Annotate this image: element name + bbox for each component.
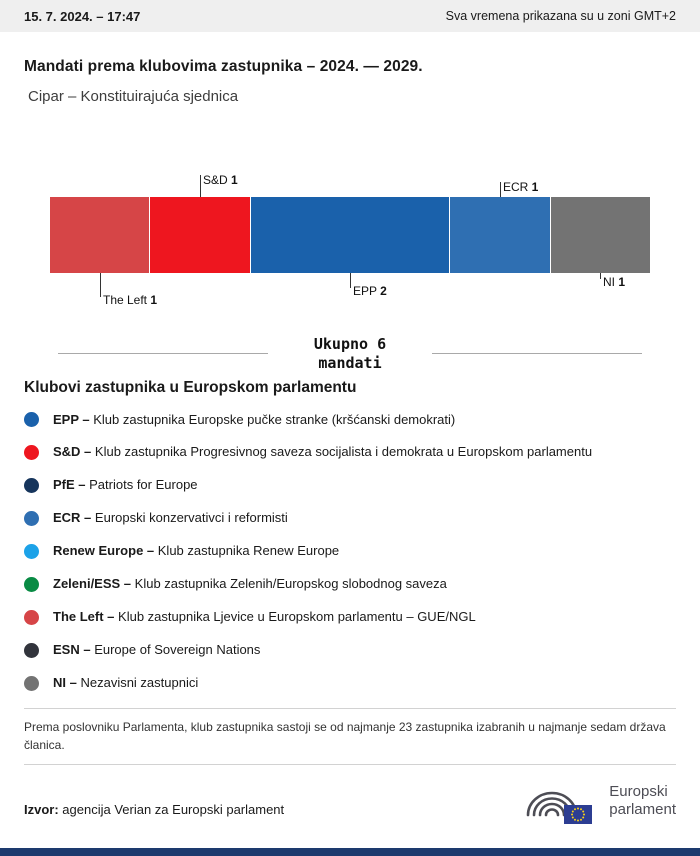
legend-group-name: S&D – — [53, 444, 92, 460]
legend-item-the-left: The Left – Klub zastupnika Ljevice u Eur… — [24, 609, 676, 626]
source-text: agencija Verian za Europski parlament — [62, 801, 285, 817]
legend-group-name: ESN – — [53, 641, 91, 657]
bar-segment-epp[interactable] — [249, 197, 450, 273]
legend-color-dot-the-left — [24, 609, 39, 625]
divider — [24, 763, 676, 765]
legend-color-dot-sd — [24, 445, 39, 461]
legend-group-name: The Left – — [53, 608, 115, 624]
legend-color-dot-renew — [24, 544, 39, 559]
bar-segment-ni[interactable] — [549, 197, 650, 273]
bar-segment-the-left[interactable] — [50, 197, 150, 273]
eu-flag-icon — [564, 804, 593, 824]
legend-item-renew: Renew Europe – Klub zastupnika Renew Eur… — [24, 543, 676, 560]
legend-group-description: Klub zastupnika Zelenih/Europskog slobod… — [134, 575, 447, 591]
callout-label-the-left: The Left 1 — [102, 293, 158, 307]
callout-line-s-d — [200, 175, 201, 197]
ep-logo-line1: Europski — [609, 783, 668, 801]
divider — [24, 707, 676, 709]
legend-group-description: Patriots for Europe — [89, 477, 198, 493]
ep-logo-line2: parlament — [609, 800, 676, 818]
total-mandates-line2: mandati — [318, 353, 382, 372]
datetime-label: 15. 7. 2024. – 17:47 — [24, 8, 141, 24]
legend-group-name: Zeleni/ESS – — [53, 575, 132, 591]
legend-group-description: Europe of Sovereign Nations — [94, 641, 261, 657]
legend-item-sd: S&D – Klub zastupnika Progresivnog savez… — [24, 444, 676, 461]
total-divider-left — [58, 353, 268, 355]
total-mandates: Ukupno 6 mandati — [58, 335, 642, 373]
main-content: Mandati prema klubovima zastupnika – 202… — [0, 32, 700, 765]
ep-logo-wordmark: Europski parlament — [609, 783, 676, 818]
legend-group-name: Renew Europe – — [53, 543, 155, 559]
total-mandates-text: Ukupno 6 mandati — [314, 335, 386, 373]
ep-hemicycle-icon — [526, 791, 593, 824]
callout-label-s-d: S&D 1 — [203, 173, 238, 187]
seat-distribution-chart: The Left 1 S&D 1 EPP 2 ECR 1 NI 1 — [50, 147, 650, 319]
legend-color-dot-epp — [24, 412, 39, 428]
bottom-accent-bar — [0, 848, 700, 856]
legend-color-dot-ni — [24, 675, 39, 691]
bar-segment-s-d[interactable] — [149, 197, 250, 273]
legend-group-name: ECR – — [53, 510, 92, 526]
source-note: Izvor: agencija Verian za Europski parla… — [24, 802, 284, 827]
legend-color-dot-esn — [24, 642, 39, 658]
legend-group-description: Klub zastupnika Progresivnog saveza soci… — [94, 444, 593, 460]
callout-label-ni: NI 1 — [603, 275, 626, 289]
legend-group-description: Klub zastupnika Europske pučke stranke (… — [93, 411, 456, 427]
top-info-bar: 15. 7. 2024. – 17:47 Sva vremena prikaza… — [0, 0, 700, 32]
legend-item-zeleni-ess: Zeleni/ESS – Klub zastupnika Zelenih/Eur… — [24, 576, 676, 593]
legend-list: EPP – Klub zastupnika Europske pučke str… — [24, 412, 676, 692]
legend-group-description: Klub zastupnika Ljevice u Europskom parl… — [118, 608, 476, 624]
legend-item-pfe: PfE – Patriots for Europe — [24, 477, 676, 494]
page-footer: Izvor: agencija Verian za Europski parla… — [0, 765, 700, 831]
total-divider-right — [432, 353, 642, 355]
legend-item-epp: EPP – Klub zastupnika Europske pučke str… — [24, 412, 676, 429]
seat-bar — [50, 197, 650, 273]
callout-line-ni — [600, 273, 601, 279]
page-subtitle: Cipar – Konstituirajuća sjednica — [28, 88, 239, 105]
european-parliament-logo: Europski parlament — [522, 775, 676, 827]
footnote: Prema poslovniku Parlamenta, klub zastup… — [24, 719, 666, 752]
callout-label-epp: EPP 2 — [353, 284, 387, 298]
legend-item-ni: NI – Nezavisni zastupnici — [24, 675, 676, 692]
legend-group-name: EPP – — [53, 411, 90, 427]
legend-group-name: NI – — [53, 674, 77, 690]
callout-line-the-left — [100, 273, 101, 297]
total-mandates-line1: Ukupno 6 — [313, 335, 387, 353]
source-label: Izvor: — [24, 801, 59, 817]
callout-line-ecr — [500, 182, 501, 197]
legend-group-name: PfE – — [53, 477, 86, 493]
callout-label-ecr: ECR 1 — [503, 180, 539, 194]
legend-color-dot-pfe — [24, 478, 39, 494]
legend-color-dot-zeleni-ess — [24, 576, 39, 592]
legend-group-description: Klub zastupnika Renew Europe — [157, 543, 340, 559]
page-title: Mandati prema klubovima zastupnika – 202… — [24, 58, 423, 75]
bar-segment-ecr[interactable] — [449, 197, 550, 273]
callout-line-epp — [350, 273, 351, 288]
legend-group-description: Nezavisni zastupnici — [80, 674, 199, 690]
legend-color-dot-ecr — [24, 511, 39, 527]
legend-item-ecr: ECR – Europski konzervativci i reformist… — [24, 510, 676, 527]
legend-item-esn: ESN – Europe of Sovereign Nations — [24, 642, 676, 659]
legend-heading: Klubovi zastupnika u Europskom parlament… — [24, 378, 357, 396]
timezone-note: Sva vremena prikazana su u zoni GMT+2 — [445, 9, 676, 23]
legend-group-description: Europski konzervativci i reformisti — [94, 510, 288, 526]
